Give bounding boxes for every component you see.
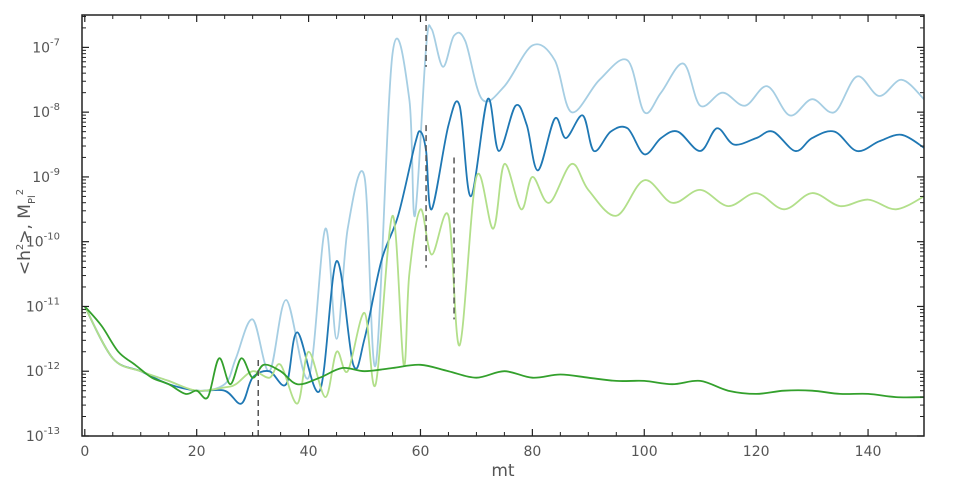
y-tick-label: 10-8 [32,102,60,121]
x-tick-label: 100 [631,444,658,460]
x-tick-label: 80 [523,444,541,460]
x-tick-label: 40 [300,444,318,460]
y-axis-title: <h2>, MPl2 [15,189,38,275]
x-tick-label: 60 [412,444,430,460]
y-tick-label: 10-10 [26,232,60,251]
series-line-1 [84,24,925,392]
series-line-3 [84,163,925,405]
y-tick-label: 10-11 [26,296,60,315]
x-tick-label: 0 [80,444,89,460]
x-tick-label: 20 [188,444,206,460]
marker-layer [257,15,455,436]
y-tick-label: 10-13 [26,426,60,445]
tick-layer: 0 20 40 60 80 100 120 140 10-13 10-12 10-11 10-10 10… [26,15,924,460]
x-axis-title: mt [491,461,515,480]
plot-frame [81,14,925,437]
y-tick-label: 10-7 [32,37,60,56]
x-tick-label: 140 [855,444,882,460]
series-line-2 [84,98,925,405]
y-tick-label: 10-9 [32,167,60,186]
y-tick-label: 10-12 [26,361,60,380]
series-layer [84,24,925,405]
series-line-4 [84,305,925,400]
x-tick-label: 120 [743,444,770,460]
